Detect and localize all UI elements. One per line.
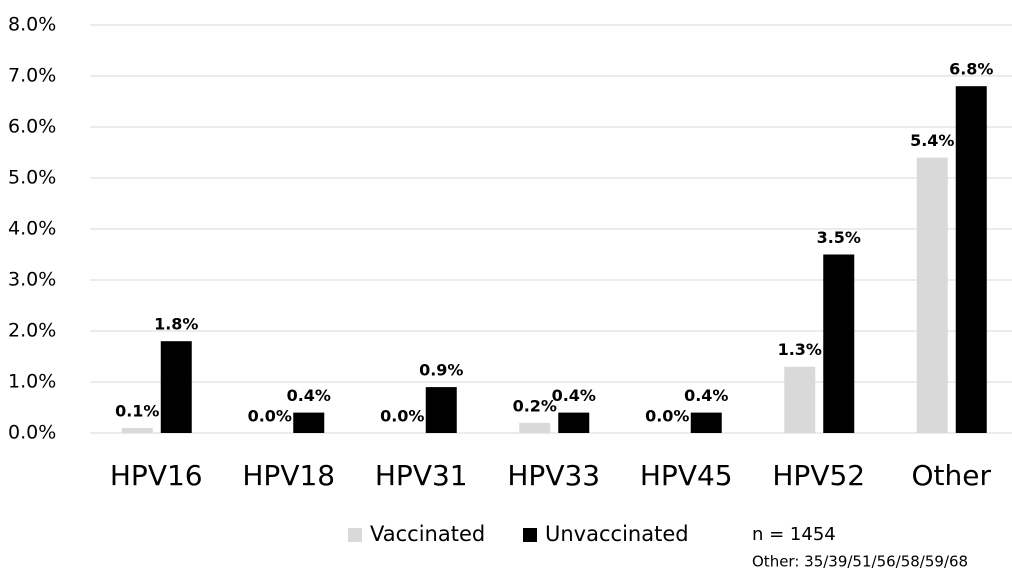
value-label: 5.4%	[910, 131, 954, 150]
y-tick-label: 8.0%	[8, 14, 56, 36]
legend-swatch	[523, 528, 537, 542]
legend-label: Unvaccinated	[545, 522, 689, 546]
value-label: 0.2%	[513, 396, 557, 415]
x-tick-label: HPV52	[772, 459, 865, 492]
value-label: 1.8%	[154, 315, 198, 334]
x-tick-label: HPV33	[507, 459, 600, 492]
value-label: 0.9%	[419, 361, 463, 380]
legend-swatch	[348, 528, 362, 542]
y-tick-label: 6.0%	[8, 116, 56, 138]
bar	[160, 341, 192, 433]
x-tick-label: Other	[911, 459, 991, 492]
bar	[425, 387, 457, 433]
value-label: 0.4%	[287, 386, 331, 405]
y-tick-label: 7.0%	[8, 65, 56, 87]
value-label: 0.0%	[380, 407, 424, 426]
bar	[690, 412, 722, 433]
y-tick-label: 3.0%	[8, 269, 56, 291]
bar	[519, 422, 551, 433]
sample-size-note: n = 1454	[752, 524, 836, 545]
bar	[916, 157, 948, 433]
value-label: 1.3%	[778, 340, 822, 359]
x-tick-label: HPV45	[640, 459, 733, 492]
x-tick-label: HPV31	[375, 459, 468, 492]
y-tick-label: 1.0%	[8, 371, 56, 393]
x-tick-label: HPV16	[110, 459, 203, 492]
value-label: 0.1%	[115, 401, 159, 420]
value-label: 0.4%	[684, 386, 728, 405]
bar	[558, 412, 590, 433]
value-label: 0.4%	[552, 386, 596, 405]
bar	[823, 254, 855, 433]
y-tick-label: 5.0%	[8, 167, 56, 189]
value-label: 0.0%	[248, 407, 292, 426]
legend-label: Vaccinated	[370, 522, 485, 546]
bar	[784, 366, 816, 433]
y-tick-label: 2.0%	[8, 320, 56, 342]
value-label: 6.8%	[949, 60, 993, 79]
bar	[121, 427, 153, 433]
value-label: 0.0%	[645, 407, 689, 426]
other-types-note: Other: 35/39/51/56/58/59/68	[752, 553, 968, 571]
bar	[293, 412, 325, 433]
value-label: 3.5%	[817, 228, 861, 247]
bar	[955, 86, 987, 433]
x-tick-label: HPV18	[242, 459, 335, 492]
y-tick-label: 0.0%	[8, 422, 56, 444]
y-tick-label: 4.0%	[8, 218, 56, 240]
